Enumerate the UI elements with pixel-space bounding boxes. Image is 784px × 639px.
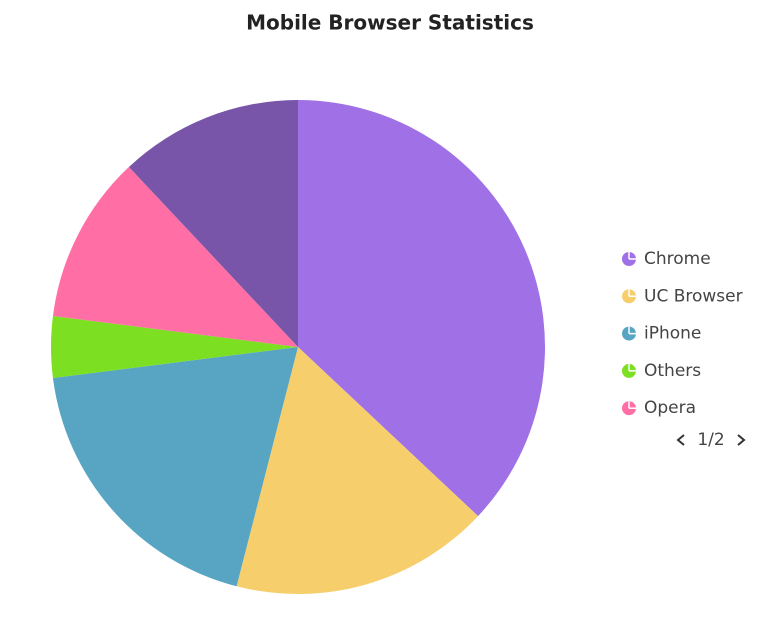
legend-label: iPhone [644,324,701,344]
chart-title: Mobile Browser Statistics [246,11,534,35]
legend-icon-cut [628,252,636,260]
legend-label: Others [644,361,701,381]
legend-icon-cut [628,401,636,409]
legend-next[interactable] [737,434,746,446]
pie-slice [236,347,479,594]
legend-prev[interactable] [676,434,685,446]
pie-slice [52,347,299,587]
pie-slice [298,100,545,517]
legend-label: Opera [644,398,696,418]
legend-icon-cut [628,363,636,372]
pie-slice [128,100,298,347]
legend-label: UC Browser [644,286,743,306]
legend-label: Chrome [644,249,711,269]
pie-slice [52,166,299,347]
legend-icon-cut [628,326,636,335]
pie-slice [50,316,298,378]
legend-icon-cut [628,289,636,298]
legend-page: 1/2 [697,430,724,450]
